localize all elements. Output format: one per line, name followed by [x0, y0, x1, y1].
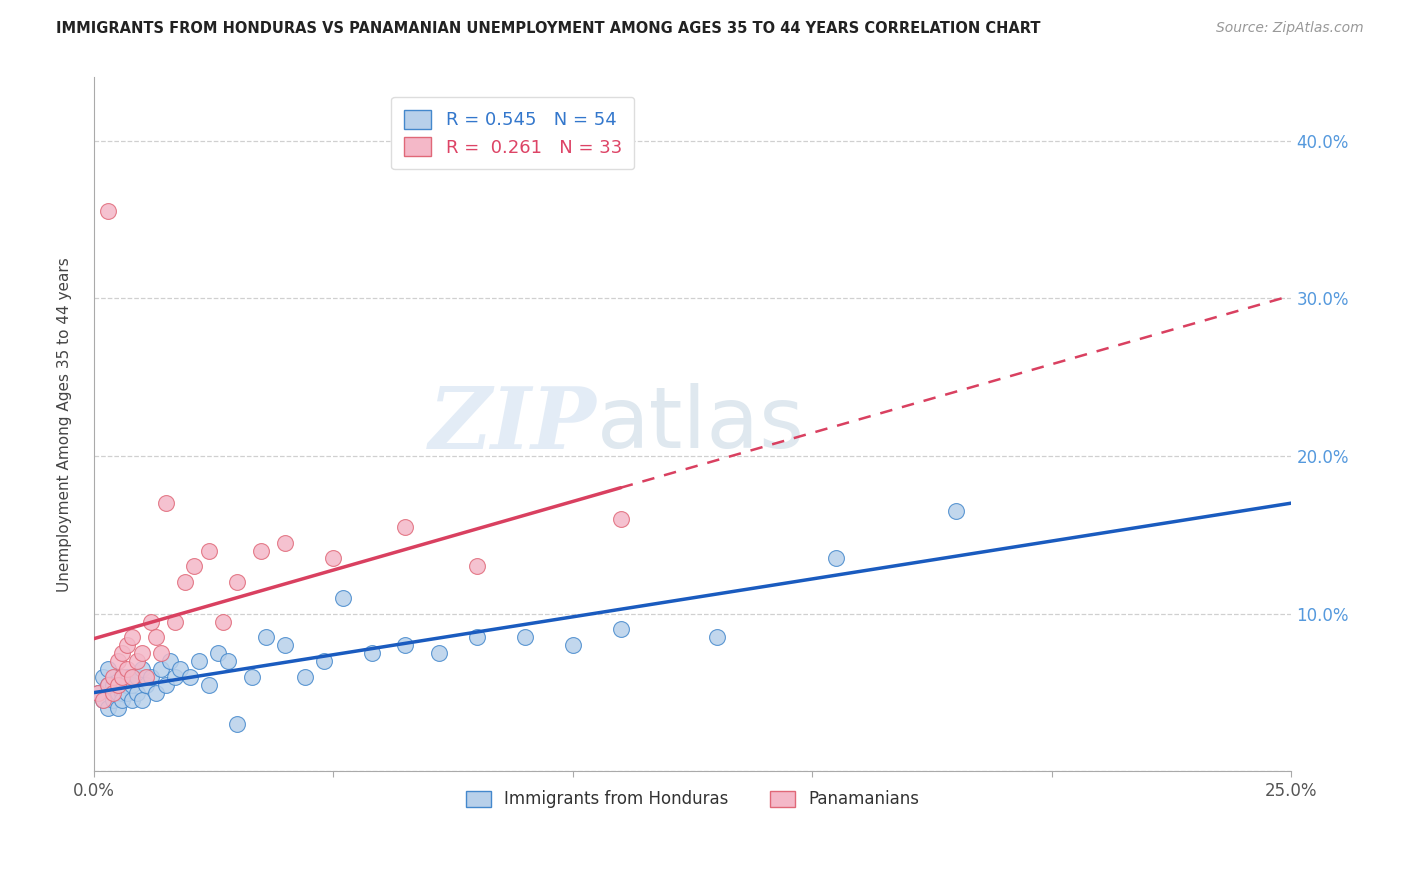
Point [207, 646, 229, 660]
Point [101, 670, 124, 684]
Text: ZIP: ZIP [429, 383, 596, 467]
Point [183, 559, 205, 574]
Text: Source: ZipAtlas.com: Source: ZipAtlas.com [1216, 21, 1364, 35]
Point [332, 591, 354, 605]
Point [561, 638, 583, 652]
Point [145, 685, 167, 699]
Point [125, 654, 148, 668]
Point [131, 693, 153, 707]
Point [117, 685, 139, 699]
Point [217, 654, 239, 668]
Point [294, 670, 316, 684]
Point [111, 670, 134, 684]
Point [121, 630, 143, 644]
Point [169, 662, 191, 676]
Point [107, 701, 129, 715]
Point [465, 630, 488, 644]
Point [141, 670, 163, 684]
Point [125, 685, 148, 699]
Point [149, 662, 172, 676]
Point [513, 630, 536, 644]
Point [165, 670, 187, 684]
Point [101, 685, 124, 699]
Point [254, 630, 277, 644]
Point [135, 678, 157, 692]
Point [155, 678, 177, 692]
Point [101, 693, 124, 707]
Point [107, 678, 129, 692]
Point [111, 670, 134, 684]
Point [149, 646, 172, 660]
Point [427, 646, 450, 660]
Point [107, 685, 129, 699]
Point [117, 638, 139, 652]
Point [274, 638, 297, 652]
Point [274, 535, 297, 549]
Point [97, 701, 120, 715]
Point [117, 670, 139, 684]
Point [250, 543, 273, 558]
Point [240, 670, 263, 684]
Point [312, 654, 335, 668]
Point [97, 204, 120, 219]
Point [101, 685, 124, 699]
Point [394, 520, 416, 534]
Point [91, 693, 114, 707]
Y-axis label: Unemployment Among Ages 35 to 44 years: Unemployment Among Ages 35 to 44 years [58, 257, 72, 591]
Point [145, 630, 167, 644]
Point [609, 623, 631, 637]
Point [179, 670, 201, 684]
Point [117, 678, 139, 692]
Point [131, 646, 153, 660]
Point [465, 559, 488, 574]
Point [101, 678, 124, 692]
Point [87, 685, 110, 699]
Point [111, 646, 134, 660]
Point [212, 615, 235, 629]
Point [226, 717, 249, 731]
Point [87, 685, 110, 699]
Point [197, 678, 219, 692]
Point [97, 678, 120, 692]
Point [125, 670, 148, 684]
Point [188, 654, 211, 668]
Point [360, 646, 382, 660]
Point [609, 512, 631, 526]
Point [945, 504, 967, 518]
Point [155, 496, 177, 510]
Legend: Immigrants from Honduras, Panamanians: Immigrants from Honduras, Panamanians [460, 784, 927, 815]
Point [135, 670, 157, 684]
Point [97, 662, 120, 676]
Point [159, 654, 181, 668]
Point [97, 678, 120, 692]
Text: atlas: atlas [596, 383, 804, 466]
Point [91, 670, 114, 684]
Point [706, 630, 728, 644]
Point [394, 638, 416, 652]
Point [173, 575, 195, 590]
Point [107, 678, 129, 692]
Point [121, 670, 143, 684]
Point [107, 654, 129, 668]
Point [117, 662, 139, 676]
Point [825, 551, 848, 566]
Point [121, 693, 143, 707]
Point [141, 615, 163, 629]
Text: IMMIGRANTS FROM HONDURAS VS PANAMANIAN UNEMPLOYMENT AMONG AGES 35 TO 44 YEARS CO: IMMIGRANTS FROM HONDURAS VS PANAMANIAN U… [56, 21, 1040, 36]
Point [121, 678, 143, 692]
Point [322, 551, 344, 566]
Point [165, 615, 187, 629]
Point [111, 693, 134, 707]
Point [91, 693, 114, 707]
Point [226, 575, 249, 590]
Point [111, 685, 134, 699]
Point [197, 543, 219, 558]
Point [131, 662, 153, 676]
